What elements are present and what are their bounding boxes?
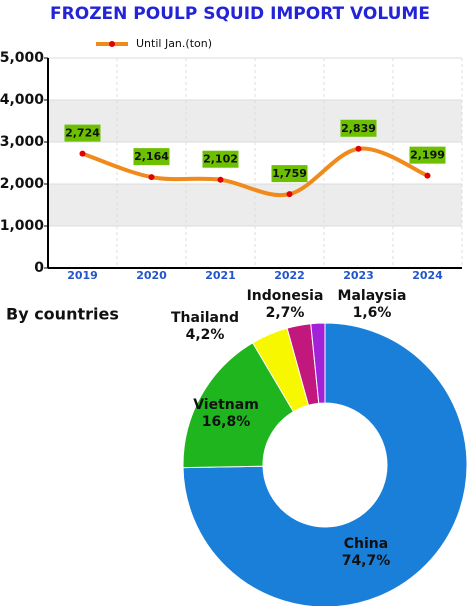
x-tick-label: 2020 <box>136 269 167 282</box>
x-tick-label: 2019 <box>67 269 98 282</box>
y-tick-label: 0 <box>34 260 44 276</box>
data-point <box>424 172 431 179</box>
chart-title: FROZEN POULP SQUID IMPORT VOLUME <box>50 4 430 24</box>
y-tick-label: 4,000 <box>0 92 44 108</box>
donut-slice <box>182 322 468 606</box>
slice-label: China <box>344 536 388 552</box>
data-point <box>148 174 155 181</box>
donut-slice <box>182 342 295 469</box>
value-label: 2,164 <box>134 150 169 163</box>
value-label: 2,102 <box>203 153 238 166</box>
x-tick-label: 2024 <box>412 269 443 282</box>
value-label-box <box>202 150 239 168</box>
value-label-box <box>409 146 446 164</box>
data-point <box>286 191 293 198</box>
slice-label: Indonesia <box>247 288 324 304</box>
value-label: 2,839 <box>341 122 376 135</box>
value-label-box <box>64 124 101 142</box>
donut-title: By countries <box>6 305 119 324</box>
value-label: 2,199 <box>410 149 445 162</box>
value-label-box <box>271 165 308 183</box>
data-point <box>355 145 362 152</box>
y-tick-label: 2,000 <box>0 176 44 192</box>
value-label: 1,759 <box>272 167 307 180</box>
slice-value: 16,8% <box>202 414 251 430</box>
slice-value: 74,7% <box>342 553 391 569</box>
legend-label: Until Jan.(ton) <box>136 37 212 50</box>
value-label-box <box>133 148 170 166</box>
x-tick-label: 2022 <box>274 269 305 282</box>
value-label-box <box>340 119 377 137</box>
slice-value: 1,6% <box>353 305 392 321</box>
slice-value: 4,2% <box>186 327 225 343</box>
legend-dot <box>109 41 115 47</box>
y-tick-label: 1,000 <box>0 218 44 234</box>
series-line <box>81 146 429 198</box>
slice-label: Thailand <box>171 310 239 326</box>
slice-label: Malaysia <box>338 288 407 304</box>
data-point <box>217 176 224 183</box>
donut-slice <box>310 322 326 404</box>
y-tick-label: 5,000 <box>0 50 44 66</box>
x-tick-label: 2021 <box>205 269 236 282</box>
slice-label: Vietnam <box>193 397 259 413</box>
slice-value: 2,7% <box>266 305 305 321</box>
value-label: 2,724 <box>65 127 100 140</box>
y-tick-label: 3,000 <box>0 134 44 150</box>
data-point <box>79 150 86 157</box>
x-tick-label: 2023 <box>343 269 374 282</box>
